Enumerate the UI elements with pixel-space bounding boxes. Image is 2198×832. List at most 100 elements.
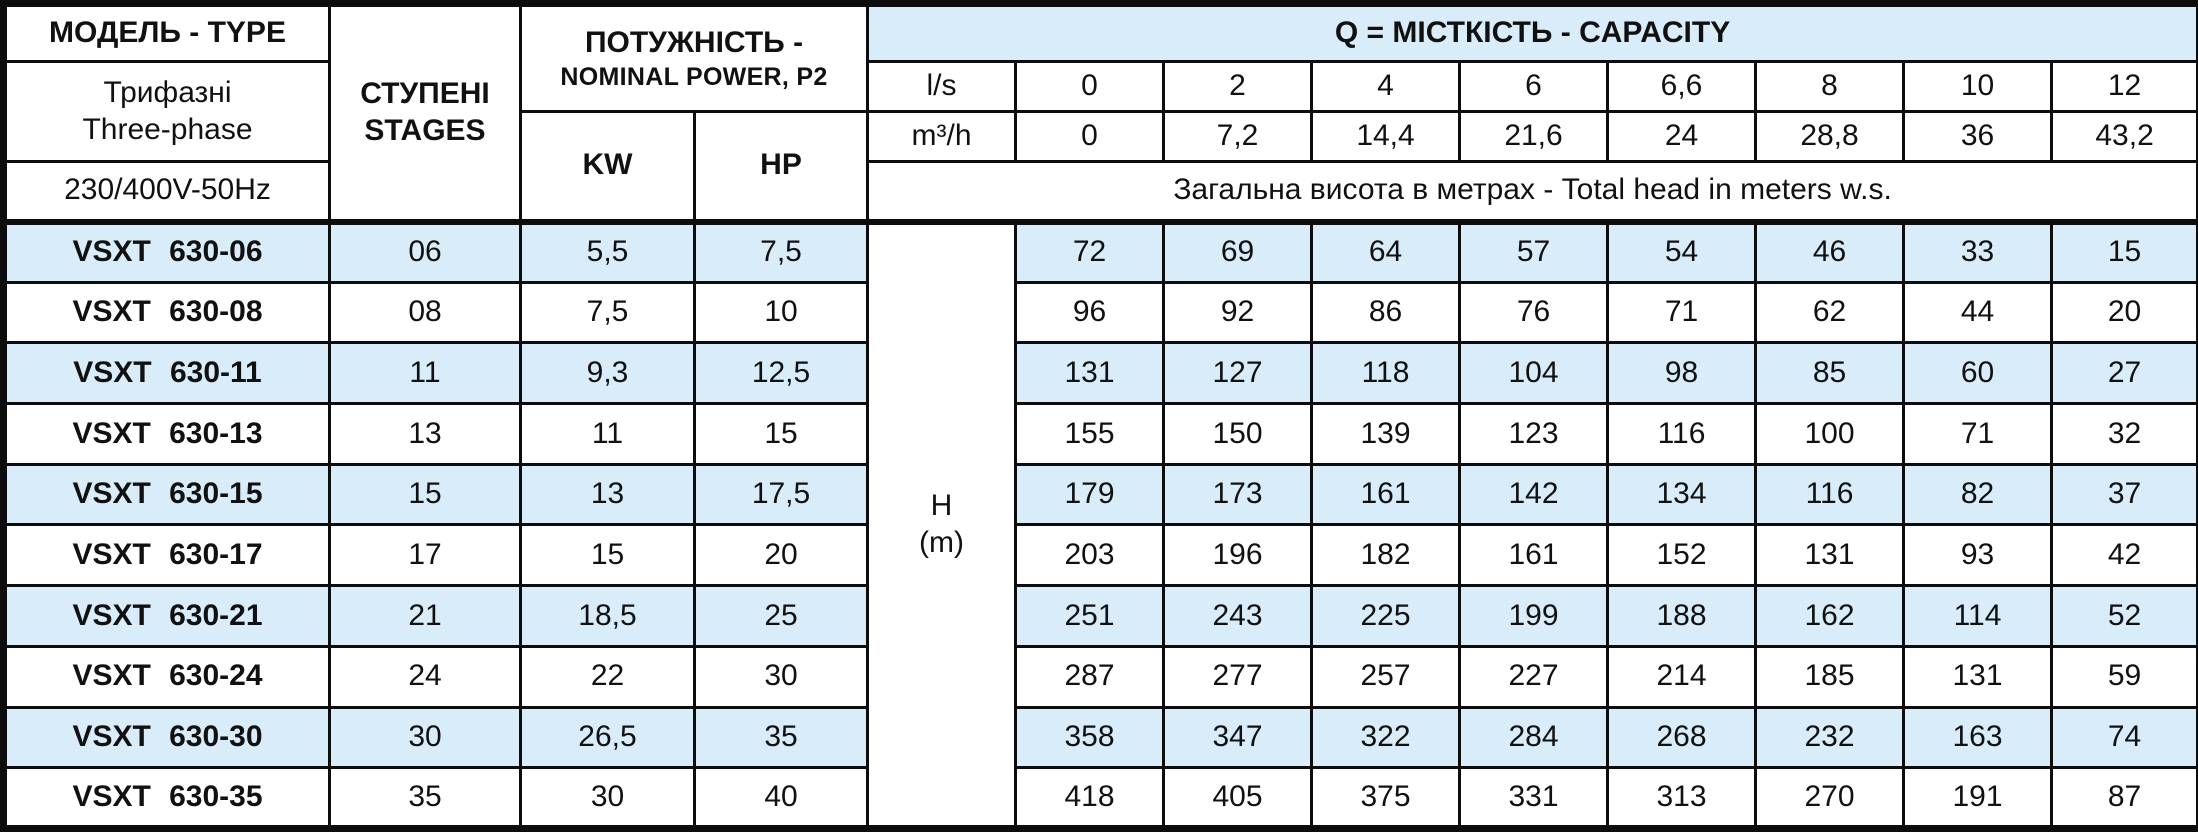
header-capacity-title: Q = МІСТКІСТЬ - CAPACITY (866, 2, 2198, 63)
head-cell: 127 (1162, 341, 1314, 406)
model-cell: VSXT 630-15 (2, 462, 331, 527)
table-row: VSXT 630-24 24 22 30 287 277 257 227 214… (2, 644, 2198, 709)
head-cell: 214 (1606, 644, 1758, 709)
table-body: VSXT 630-06 06 5,5 7,5 H (m) 72 69 64 57… (2, 218, 2198, 830)
head-cell: 405 (1162, 766, 1314, 830)
head-cell: 60 (1902, 341, 2054, 406)
head-cell: 347 (1162, 705, 1314, 770)
head-cell: 270 (1754, 766, 1906, 830)
kw-cell: 11 (519, 402, 696, 466)
head-cell: 155 (1014, 402, 1166, 466)
model-cell: VSXT 630-24 (2, 644, 331, 709)
head-cell: 74 (2050, 705, 2198, 770)
head-cell: 139 (1310, 402, 1462, 466)
stages-cell: 24 (328, 644, 522, 709)
header-kw: KW (519, 110, 696, 223)
kw-cell: 9,3 (519, 341, 696, 406)
head-cell: 131 (1754, 523, 1906, 588)
head-cell: 277 (1162, 644, 1314, 709)
head-cell: 27 (2050, 341, 2198, 406)
model-cell: VSXT 630-30 (2, 705, 331, 770)
header-phase-line1: Трифазні (103, 75, 232, 109)
head-cell: 71 (1902, 402, 2054, 466)
model-cell: VSXT 630-21 (2, 584, 331, 648)
table-header: МОДЕЛЬ - TYPE СТУПЕНІ STAGES ПОТУЖНІСТЬ … (2, 2, 2198, 223)
header-stages: СТУПЕНІ STAGES (328, 2, 522, 223)
head-cell: 54 (1606, 218, 1758, 284)
model-cell: VSXT 630-35 (2, 766, 331, 830)
header-stages-line1: СТУПЕНІ (360, 77, 490, 111)
hp-cell: 17,5 (692, 462, 870, 527)
ls-value: 4 (1310, 60, 1462, 113)
kw-cell: 26,5 (519, 705, 696, 770)
head-cell: 150 (1162, 402, 1314, 466)
stages-cell: 06 (328, 218, 522, 284)
head-cell: 188 (1606, 584, 1758, 648)
hp-cell: 12,5 (692, 341, 870, 406)
table-row: VSXT 630-17 17 15 20 203 196 182 161 152… (2, 523, 2198, 588)
head-cell: 46 (1754, 218, 1906, 284)
head-cell: 116 (1754, 462, 1906, 527)
head-cell: 284 (1458, 705, 1610, 770)
head-cell: 173 (1162, 462, 1314, 527)
head-cell: 44 (1902, 280, 2054, 345)
head-cell: 227 (1458, 644, 1610, 709)
header-hp: HP (692, 110, 870, 223)
table-row: VSXT 630-21 21 18,5 25 251 243 225 199 1… (2, 584, 2198, 648)
head-cell: 199 (1458, 584, 1610, 648)
head-cell: 37 (2050, 462, 2198, 527)
head-cell: 243 (1162, 584, 1314, 648)
m3h-value: 43,2 (2050, 110, 2198, 163)
head-cell: 358 (1014, 705, 1166, 770)
header-nominal-power: ПОТУЖНІСТЬ - NOMINAL POWER, P2 (518, 2, 870, 113)
head-cell: 185 (1754, 644, 1906, 709)
head-cell: 86 (1310, 280, 1462, 345)
head-cell: 251 (1014, 584, 1166, 648)
head-cell: 69 (1162, 218, 1314, 284)
m3h-value: 24 (1606, 110, 1758, 163)
header-m3h-label: m³/h (866, 110, 1018, 163)
m3h-value: 0 (1014, 110, 1166, 163)
stages-cell: 17 (328, 523, 522, 588)
stages-cell: 11 (328, 341, 522, 406)
hp-cell: 25 (692, 584, 870, 648)
hp-cell: 20 (692, 523, 870, 588)
model-cell: VSXT 630-08 (2, 280, 331, 345)
head-cell: 118 (1310, 341, 1462, 406)
hp-cell: 10 (692, 280, 870, 345)
hp-cell: 40 (692, 766, 870, 830)
head-cell: 96 (1014, 280, 1166, 345)
head-cell: 42 (2050, 523, 2198, 588)
head-cell: 152 (1606, 523, 1758, 588)
table-row: VSXT 630-35 35 30 40 418 405 375 331 313… (2, 766, 2198, 830)
header-total-head: Загальна висота в метрах - Total head in… (866, 160, 2198, 223)
stages-cell: 35 (328, 766, 522, 830)
stages-cell: 30 (328, 705, 522, 770)
head-cell: 87 (2050, 766, 2198, 830)
head-cell: 142 (1458, 462, 1610, 527)
stages-cell: 15 (328, 462, 522, 527)
table-row: VSXT 630-13 13 11 15 155 150 139 123 116… (2, 402, 2198, 466)
head-cell: 82 (1902, 462, 2054, 527)
head-cell: 62 (1754, 280, 1906, 345)
head-cell: 232 (1754, 705, 1906, 770)
hp-cell: 7,5 (692, 218, 870, 284)
head-cell: 161 (1458, 523, 1610, 588)
kw-cell: 18,5 (519, 584, 696, 648)
head-cell: 71 (1606, 280, 1758, 345)
header-ls-label: l/s (866, 60, 1018, 113)
stages-cell: 08 (328, 280, 522, 345)
head-cell: 123 (1458, 402, 1610, 466)
table-row: VSXT 630-06 06 5,5 7,5 H (m) 72 69 64 57… (2, 218, 2198, 830)
ls-value: 12 (2050, 60, 2198, 113)
model-cell: VSXT 630-13 (2, 402, 331, 466)
head-cell: 134 (1606, 462, 1758, 527)
head-cell: 163 (1902, 705, 2054, 770)
head-cell: 85 (1754, 341, 1906, 406)
head-cell: 203 (1014, 523, 1166, 588)
head-cell: 161 (1310, 462, 1462, 527)
table-row: VSXT 630-08 08 7,5 10 96 92 86 76 71 62 … (2, 280, 2198, 345)
head-cell: 287 (1014, 644, 1166, 709)
m3h-value: 28,8 (1754, 110, 1906, 163)
